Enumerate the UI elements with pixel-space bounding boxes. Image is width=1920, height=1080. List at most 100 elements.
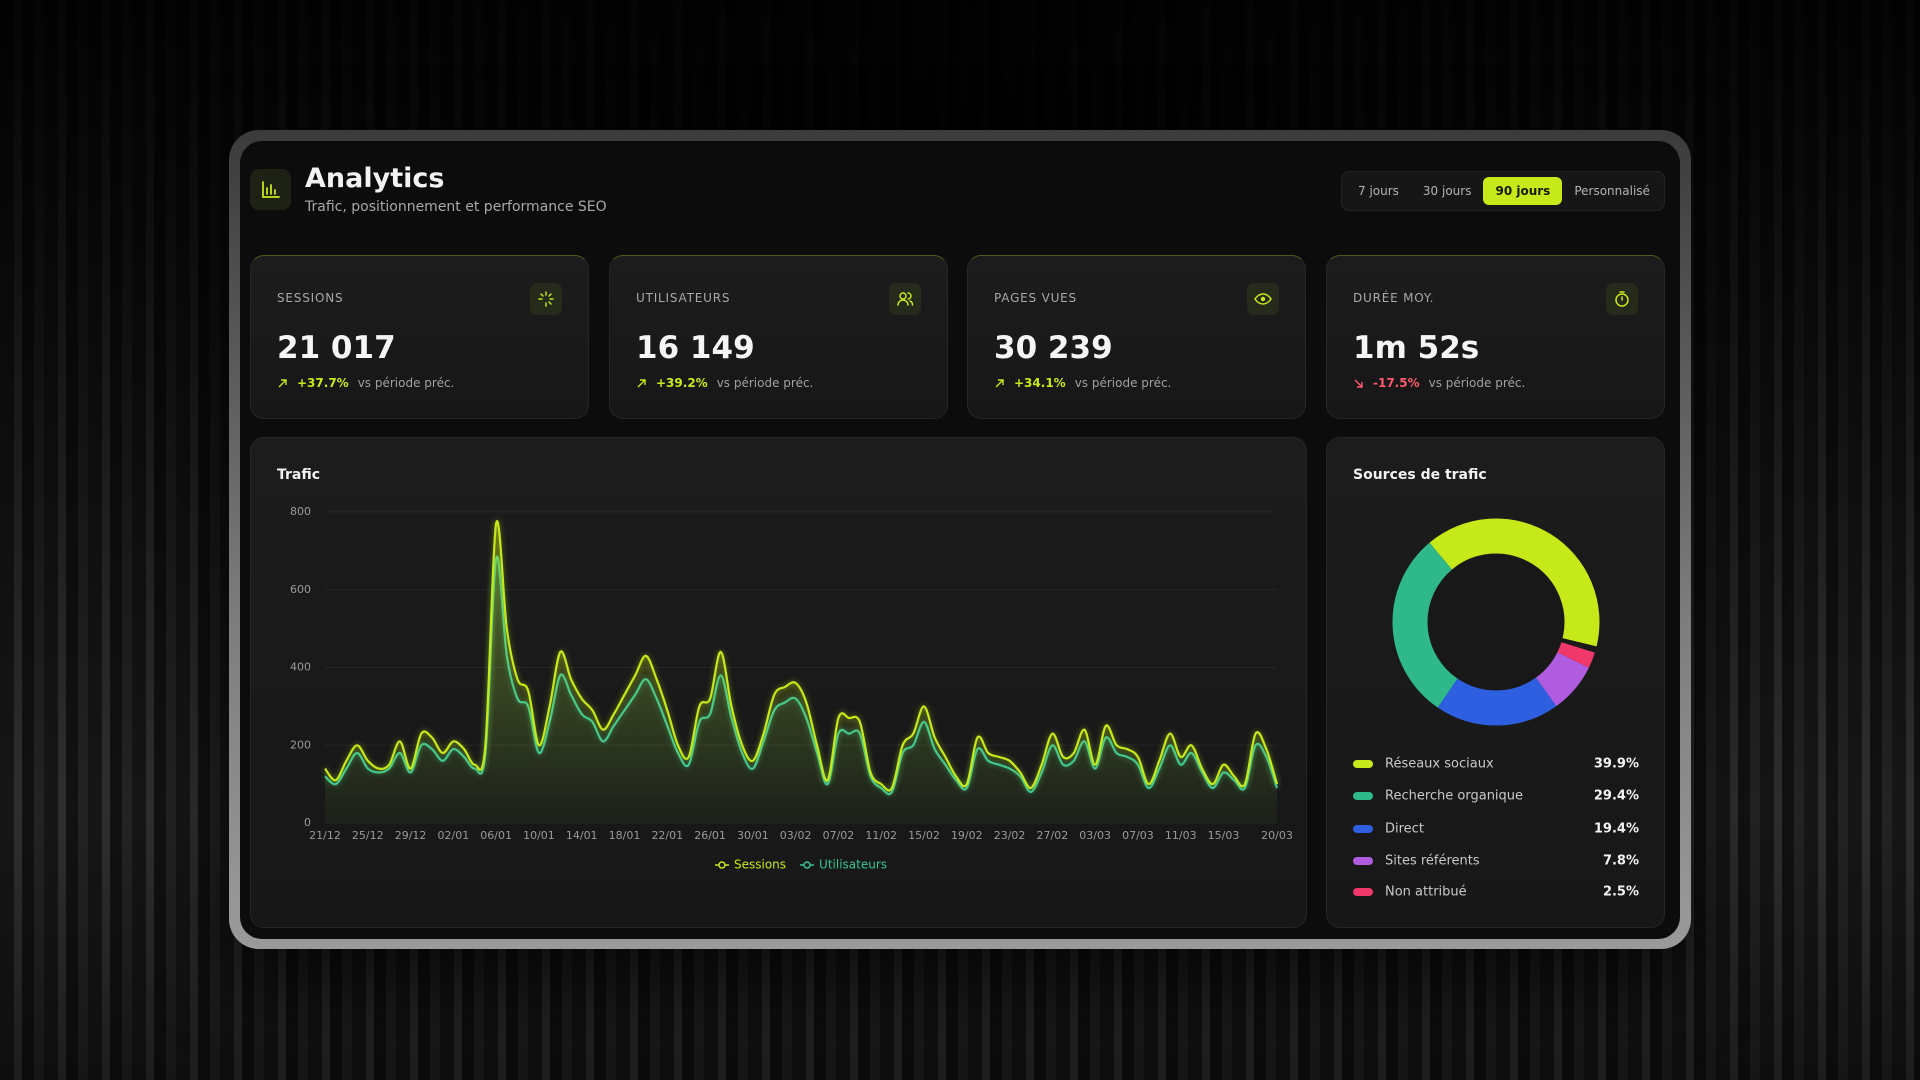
legend-swatch — [1353, 888, 1373, 896]
donut-slice — [1535, 651, 1589, 707]
page-title: Analytics — [305, 163, 445, 194]
range-selector: 7 jours 30 jours 90 jours Personnalisé — [1341, 171, 1665, 211]
legend-label: Recherche organique — [1385, 789, 1523, 804]
legend-label: Direct — [1385, 822, 1424, 837]
donut-chart: Sources de trafic Réseaux sociaux 39.9% Rec… — [1353, 467, 1639, 900]
kpi-delta: +39.2% — [656, 376, 708, 390]
x-tick-label: 19/02 — [951, 829, 983, 842]
x-tick-label: 06/01 — [480, 829, 512, 842]
legend-dot — [718, 861, 726, 869]
legend-value: 2.5% — [1603, 885, 1639, 900]
x-tick-label: 30/01 — [737, 829, 769, 842]
legend-swatch — [1353, 760, 1373, 768]
x-tick-label: 02/01 — [438, 829, 470, 842]
kpi-label: SESSIONS — [277, 291, 344, 305]
legend-value: 19.4% — [1594, 822, 1639, 837]
x-tick-label: 10/01 — [523, 829, 555, 842]
kpi-delta-row: -17.5% vs période préc. — [1353, 376, 1525, 390]
legend-item: Sessions — [714, 858, 786, 872]
y-tick-label: 400 — [290, 661, 311, 674]
kpi-delta: +34.1% — [1014, 376, 1066, 390]
kpi-comparison: vs période préc. — [1074, 376, 1172, 390]
kpi-value: 21 017 — [277, 330, 396, 366]
kpi-icon — [889, 283, 921, 315]
chart-title: Trafic — [277, 467, 320, 483]
kpi-comparison: vs période préc. — [1428, 376, 1526, 390]
kpi-card: PAGES VUES 30 239 +34.1% vs période préc. — [967, 255, 1306, 419]
legend: Sessions Utilisateurs — [714, 858, 887, 872]
donut-slice — [1429, 518, 1600, 647]
legend-item: Utilisateurs — [800, 858, 887, 872]
device-frame: Analytics Trafic, positionnement et perf… — [229, 130, 1691, 949]
kpi-value: 1m 52s — [1353, 330, 1480, 366]
range-button[interactable]: 30 jours — [1422, 184, 1472, 198]
x-tick-label: 15/02 — [908, 829, 940, 842]
range-button[interactable]: 7 jours — [1358, 184, 1399, 198]
donut-slice — [1557, 641, 1595, 668]
y-tick-label: 800 — [290, 505, 311, 518]
trend-arrow — [277, 378, 288, 389]
legend-swatch — [1353, 825, 1373, 833]
kpi-delta-row: +39.2% vs période préc. — [636, 376, 813, 390]
kpi-card: DURÉE MOY. 1m 52s -17.5% vs période préc. — [1326, 255, 1665, 419]
donut-slice — [1437, 677, 1557, 726]
x-tick-label: 07/03 — [1122, 829, 1154, 842]
kpi-value: 30 239 — [994, 330, 1113, 366]
kpi-label: DURÉE MOY. — [1353, 291, 1435, 305]
legend-swatch — [1353, 857, 1373, 865]
legend-value: 7.8% — [1603, 854, 1639, 869]
page-subtitle: Trafic, positionnement et performance SE… — [305, 199, 607, 215]
y-tick-label: 0 — [304, 816, 311, 829]
kpi-icon — [1606, 283, 1638, 315]
x-tick-label: 21/12 — [309, 829, 341, 842]
kpi-delta: -17.5% — [1373, 376, 1420, 390]
kpi-icon — [1247, 283, 1279, 315]
line — [324, 520, 1279, 792]
dashboard: Analytics Trafic, positionnement et perf… — [240, 141, 1680, 939]
sources-card: Sources de trafic Réseaux sociaux 39.9% Rec… — [1326, 437, 1665, 928]
legend-label: Réseaux sociaux — [1385, 757, 1494, 772]
x-tick-label: 03/02 — [780, 829, 812, 842]
trend-arrow — [994, 378, 1005, 389]
x-tick-label: 03/03 — [1079, 829, 1111, 842]
kpi-label: UTILISATEURS — [636, 291, 731, 305]
donut-hole — [1428, 554, 1564, 690]
x-tick-label: 14/01 — [566, 829, 598, 842]
traffic-card: Trafic 0 200 400 600 800 21/12 25/12 29/12 02/01 0… — [250, 437, 1307, 928]
donut-slice — [1392, 542, 1459, 708]
x-tick-label: 27/02 — [1037, 829, 1069, 842]
chart-title: Sources de trafic — [1353, 467, 1487, 483]
legend-dot — [803, 861, 811, 869]
x-tick-label: 15/03 — [1208, 829, 1240, 842]
area — [325, 521, 1277, 823]
x-tick-label: 11/02 — [865, 829, 897, 842]
y-tick-label: 600 — [290, 583, 311, 596]
range-button[interactable]: 90 jours — [1483, 177, 1563, 205]
trend-arrow — [636, 378, 647, 389]
legend-label: Sites référents — [1385, 854, 1480, 869]
line-chart: Trafic 0 200 400 600 800 21/12 25/12 29/12 02/01 0… — [277, 467, 1293, 872]
kpi-card: SESSIONS 21 017 +37.7% vs période préc. — [250, 255, 589, 419]
kpi-delta-row: +34.1% vs période préc. — [994, 376, 1171, 390]
legend-swatch — [1353, 792, 1373, 800]
x-tick-label: 23/02 — [994, 829, 1026, 842]
legend-label: Utilisateurs — [819, 858, 887, 872]
x-tick-label: 29/12 — [395, 829, 427, 842]
x-tick-label: 07/02 — [823, 829, 855, 842]
y-tick-label: 200 — [290, 738, 311, 751]
x-tick-label: 25/12 — [352, 829, 384, 842]
x-tick-label: 26/01 — [694, 829, 726, 842]
kpi-comparison: vs période préc. — [716, 376, 814, 390]
kpi-comparison: vs période préc. — [357, 376, 455, 390]
kpi-value: 16 149 — [636, 330, 755, 366]
kpi-delta: +37.7% — [297, 376, 349, 390]
kpi-delta-row: +37.7% vs période préc. — [277, 376, 454, 390]
x-tick-label: 22/01 — [651, 829, 683, 842]
kpi-card: UTILISATEURS 16 149 +39.2% vs période préc. — [609, 255, 948, 419]
app-icon — [250, 169, 291, 210]
range-button[interactable]: Personnalisé — [1574, 184, 1650, 198]
legend-value: 39.9% — [1594, 757, 1639, 772]
legend-value: 29.4% — [1594, 789, 1639, 804]
kpi-label: PAGES VUES — [994, 291, 1077, 305]
